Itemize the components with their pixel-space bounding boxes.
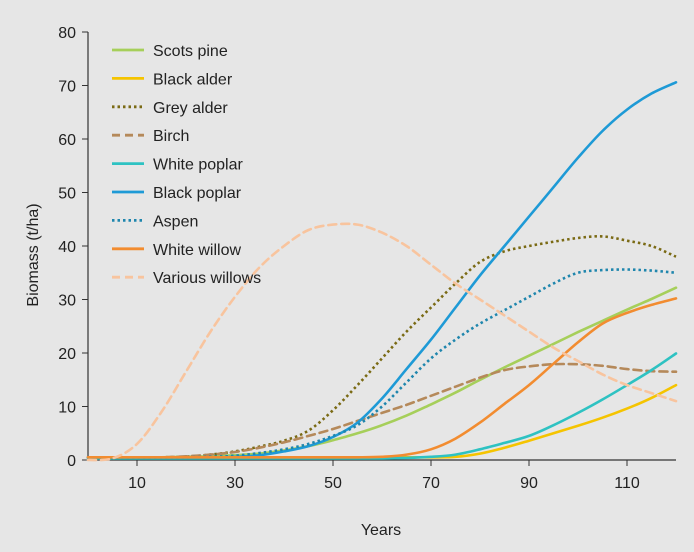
legend-label-scots-pine: Scots pine [153, 43, 228, 60]
legend-label-white-willow: White willow [153, 242, 241, 259]
y-tick-label: 80 [58, 25, 76, 42]
series-line-birch [86, 362, 678, 459]
y-tick-label: 0 [67, 453, 76, 470]
series-line-various-willows [86, 222, 678, 462]
legend-label-aspen: Aspen [153, 213, 198, 230]
x-tick-label: 50 [324, 475, 342, 492]
x-tick-label: 110 [614, 475, 640, 492]
legend-label-white-poplar: White poplar [153, 157, 243, 174]
series-line-aspen [88, 268, 677, 459]
x-tick-label: 30 [226, 475, 244, 492]
legend-label-black-poplar: Black poplar [153, 185, 242, 202]
legend-label-birch: Birch [153, 128, 189, 145]
x-tick-label: 10 [128, 475, 146, 492]
y-tick-label: 30 [58, 293, 76, 310]
y-tick-label: 50 [58, 186, 76, 203]
legend-label-black-alder: Black alder [153, 71, 233, 88]
y-tick-label: 70 [58, 79, 76, 96]
legend: Scots pine Black alder Grey alder Birch Whit… [112, 43, 261, 287]
series-line-white-willow [86, 297, 678, 459]
y-tick-label: 40 [58, 239, 76, 256]
series-line-white-poplar [86, 352, 678, 460]
y-tick-label: 60 [58, 132, 76, 149]
x-tick-label: 70 [422, 475, 440, 492]
y-tick-label: 20 [58, 346, 76, 363]
x-axis-label: Years [361, 522, 401, 539]
y-axis-label: Biomass (t/ha) [25, 203, 42, 306]
legend-label-grey-alder: Grey alder [153, 100, 228, 117]
axes: 0 10 20 30 40 50 60 70 80 10 30 50 70 90 110 [58, 25, 676, 492]
series-line-scots-pine [86, 286, 678, 459]
legend-label-various-willows: Various willows [153, 270, 261, 287]
series-lines [86, 81, 678, 462]
x-tick-label: 90 [520, 475, 538, 492]
y-tick-label: 10 [58, 400, 76, 417]
series-line-black-alder [86, 383, 678, 459]
